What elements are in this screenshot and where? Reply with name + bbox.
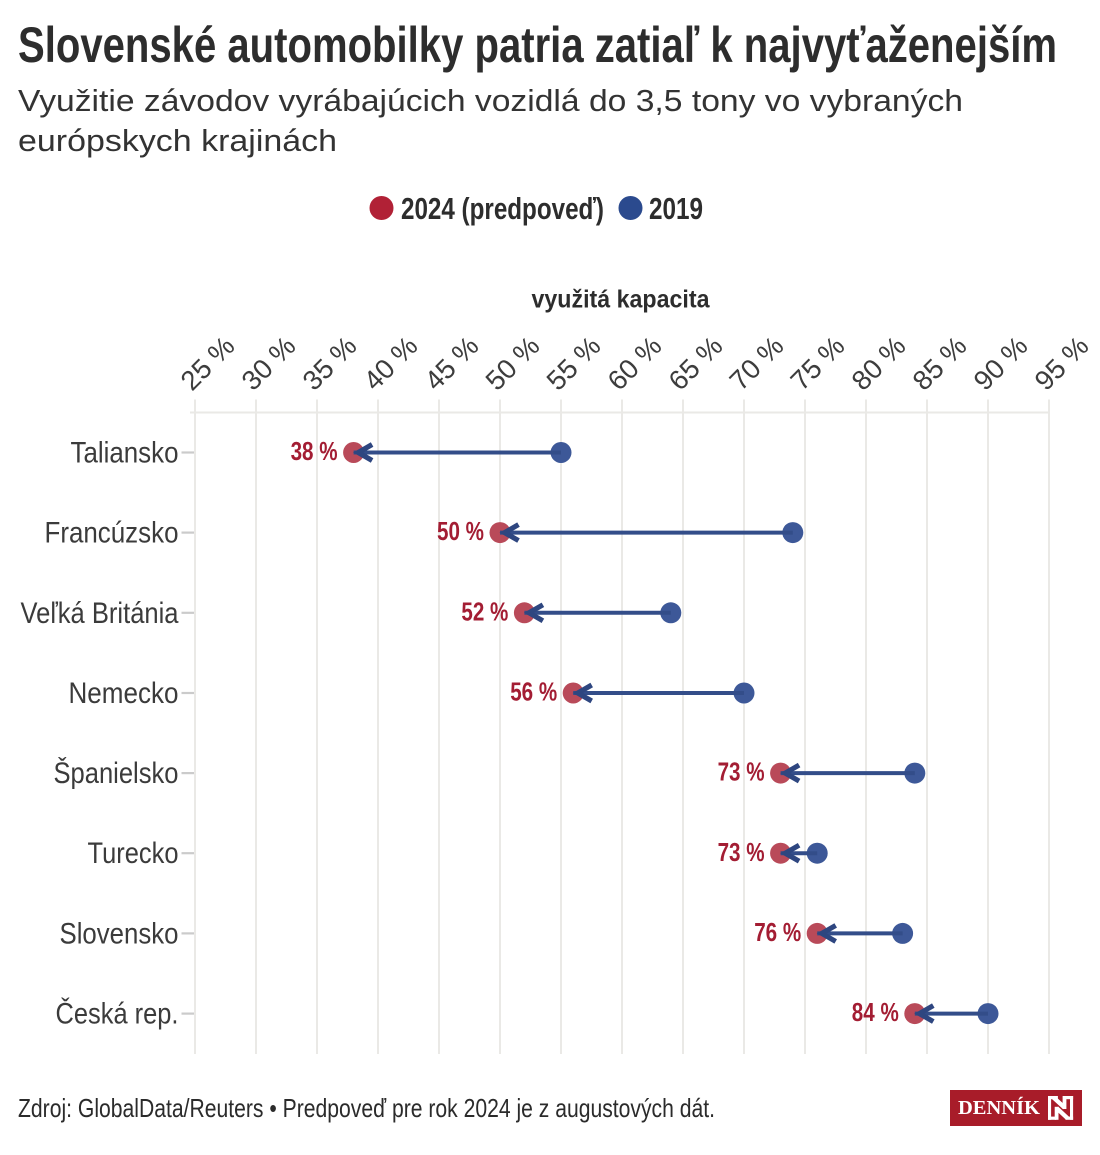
svg-text:Taliansko: Taliansko bbox=[71, 437, 179, 470]
svg-text:76 %: 76 % bbox=[754, 917, 801, 947]
svg-text:73 %: 73 % bbox=[718, 757, 765, 787]
svg-text:52 %: 52 % bbox=[461, 596, 508, 626]
svg-text:56 %: 56 % bbox=[510, 677, 557, 707]
svg-text:využitá kapacita: využitá kapacita bbox=[532, 286, 711, 314]
svg-text:Česká rep.: Česká rep. bbox=[56, 997, 179, 1031]
svg-text:DENNÍK: DENNÍK bbox=[958, 1096, 1040, 1119]
svg-text:38 %: 38 % bbox=[291, 436, 338, 466]
svg-text:Nemecko: Nemecko bbox=[69, 677, 179, 710]
svg-text:Turecko: Turecko bbox=[88, 837, 179, 870]
svg-text:84 %: 84 % bbox=[852, 997, 899, 1027]
svg-text:Zdroj: GlobalData/Reuters • Pr: Zdroj: GlobalData/Reuters • Predpoveď pr… bbox=[18, 1093, 715, 1123]
svg-text:2024 (predpoveď): 2024 (predpoveď) bbox=[401, 191, 604, 226]
svg-text:Francúzsko: Francúzsko bbox=[45, 517, 179, 550]
svg-text:Španielsko: Španielsko bbox=[54, 756, 179, 790]
svg-text:73 %: 73 % bbox=[718, 837, 765, 867]
svg-text:2019: 2019 bbox=[649, 191, 703, 226]
svg-text:50 %: 50 % bbox=[437, 516, 484, 546]
svg-text:Slovensko: Slovensko bbox=[60, 917, 179, 950]
svg-text:Slovenské automobilky patria z: Slovenské automobilky patria zatiaľ k na… bbox=[18, 17, 1057, 73]
svg-text:Veľká Británia: Veľká Británia bbox=[21, 597, 179, 630]
svg-text:európskych krajinách: európskych krajinách bbox=[18, 123, 337, 158]
svg-text:Využitie závodov vyrábajúcich: Využitie závodov vyrábajúcich vozidlá do… bbox=[18, 83, 963, 118]
